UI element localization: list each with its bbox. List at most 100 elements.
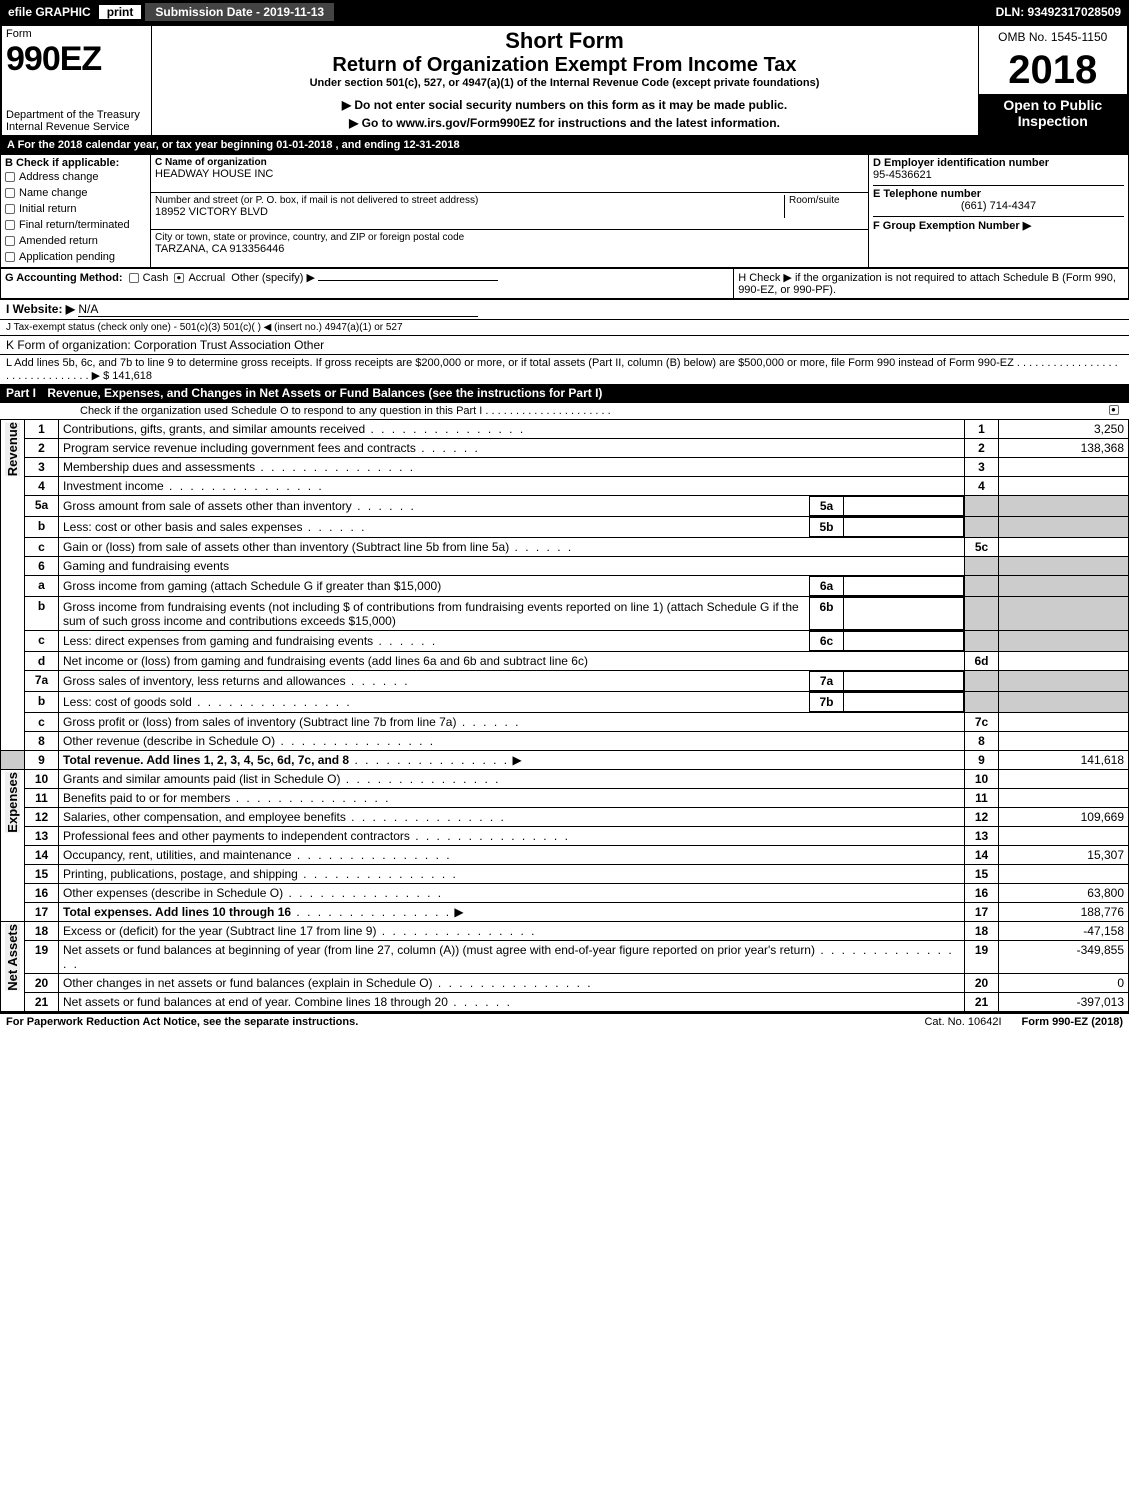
line-6b-desc: Gross income from fundraising events (no… — [63, 600, 799, 628]
line-15-value — [999, 865, 1129, 884]
line-19-value: -349,855 — [999, 941, 1129, 974]
address-change-label: Address change — [19, 171, 99, 183]
line-21-desc: Net assets or fund balances at end of ye… — [63, 995, 448, 1009]
line-18-rnum: 18 — [965, 922, 999, 941]
line-5b-subval — [844, 518, 964, 537]
line-15-rnum: 15 — [965, 865, 999, 884]
line-7a-subval — [844, 672, 964, 691]
part-1-check-line: Check if the organization used Schedule … — [0, 402, 1129, 419]
line-7b-sublabel: 7b — [810, 693, 844, 712]
line-17-desc: Total expenses. Add lines 10 through 16 — [63, 905, 291, 919]
city-value: TARZANA, CA 913356446 — [155, 243, 864, 255]
line-11-value — [999, 789, 1129, 808]
efile-label: efile GRAPHIC — [0, 5, 99, 19]
line-10-rnum: 10 — [965, 770, 999, 789]
dln-label: DLN: 93492317028509 — [988, 5, 1129, 19]
ein-value: 95-4536621 — [873, 169, 1124, 181]
line-14-rnum: 14 — [965, 846, 999, 865]
address-change-checkbox[interactable] — [5, 172, 15, 182]
part-1-check-text: Check if the organization used Schedule … — [80, 405, 611, 417]
line-9-value: 141,618 — [999, 751, 1129, 770]
amended-return-checkbox[interactable] — [5, 236, 15, 246]
line-6d-desc: Net income or (loss) from gaming and fun… — [63, 654, 588, 668]
line-5b-desc: Less: cost or other basis and sales expe… — [63, 520, 302, 534]
other-specify-label: Other (specify) ▶ — [231, 272, 315, 284]
department-label: Department of the Treasury — [6, 109, 147, 121]
line-6b-sublabel: 6b — [810, 598, 844, 630]
line-18-value: -47,158 — [999, 922, 1129, 941]
revenue-section-label: Revenue — [5, 422, 20, 476]
d-ein-label: D Employer identification number — [873, 157, 1124, 169]
part-1-header: Part I Revenue, Expenses, and Changes in… — [0, 384, 1129, 402]
line-1-rnum: 1 — [965, 420, 999, 439]
line-6c-desc: Less: direct expenses from gaming and fu… — [63, 634, 373, 648]
line-6a-desc: Gross income from gaming (attach Schedul… — [63, 579, 441, 593]
line-14-value: 15,307 — [999, 846, 1129, 865]
line-1-num: 1 — [25, 420, 59, 439]
entity-info-grid: B Check if applicable: Address change Na… — [0, 154, 1129, 268]
line-7a-desc: Gross sales of inventory, less returns a… — [63, 674, 346, 688]
street-label: Number and street (or P. O. box, if mail… — [155, 195, 784, 206]
omb-number: OMB No. 1545-1150 — [979, 26, 1128, 48]
print-button[interactable]: print — [99, 5, 142, 19]
h-schedule-b-text: H Check ▶ if the organization is not req… — [738, 272, 1116, 296]
name-change-checkbox[interactable] — [5, 188, 15, 198]
line-6-desc: Gaming and fundraising events — [59, 557, 965, 576]
part-1-title: Revenue, Expenses, and Changes in Net As… — [47, 386, 602, 400]
line-10-desc: Grants and similar amounts paid (list in… — [63, 772, 340, 786]
l-gross-receipts-line: L Add lines 5b, 6c, and 7b to line 9 to … — [0, 354, 1129, 384]
line-16-rnum: 16 — [965, 884, 999, 903]
line-6a-sublabel: 6a — [810, 577, 844, 596]
line-6b-subval — [844, 598, 964, 630]
footer-paperwork-notice: For Paperwork Reduction Act Notice, see … — [6, 1016, 904, 1028]
line-13-rnum: 13 — [965, 827, 999, 846]
period-line: A For the 2018 calendar year, or tax yea… — [0, 137, 1129, 154]
main-title: Return of Organization Exempt From Incom… — [156, 54, 974, 77]
final-return-checkbox[interactable] — [5, 220, 15, 230]
f-group-exemption-label: F Group Exemption Number ▶ — [873, 216, 1124, 232]
line-6a-subval — [844, 577, 964, 596]
line-20-value: 0 — [999, 974, 1129, 993]
line-6d-rnum: 6d — [965, 652, 999, 671]
line-10-value — [999, 770, 1129, 789]
line-15-desc: Printing, publications, postage, and shi… — [63, 867, 298, 881]
line-13-desc: Professional fees and other payments to … — [63, 829, 410, 843]
line-5c-rnum: 5c — [965, 538, 999, 557]
other-specify-input[interactable] — [318, 280, 498, 281]
line-21-value: -397,013 — [999, 993, 1129, 1012]
g-accounting-label: G Accounting Method: — [5, 272, 123, 284]
line-6d-value — [999, 652, 1129, 671]
footer-form-ref: Form 990-EZ (2018) — [1022, 1016, 1123, 1028]
schedule-o-checkbox[interactable] — [1109, 405, 1119, 415]
line-11-desc: Benefits paid to or for members — [63, 791, 230, 805]
i-website-label: I Website: ▶ — [6, 302, 75, 316]
line-7b-desc: Less: cost of goods sold — [63, 695, 192, 709]
city-label: City or town, state or province, country… — [155, 232, 864, 243]
line-16-desc: Other expenses (describe in Schedule O) — [63, 886, 283, 900]
cash-label: Cash — [143, 272, 169, 284]
g-h-block: G Accounting Method: Cash Accrual Other … — [0, 268, 1129, 299]
line-14-desc: Occupancy, rent, utilities, and maintena… — [63, 848, 292, 862]
part-1-lines-table: Revenue 1 Contributions, gifts, grants, … — [0, 419, 1129, 1012]
initial-return-checkbox[interactable] — [5, 204, 15, 214]
line-5c-desc: Gain or (loss) from sale of assets other… — [63, 540, 509, 554]
org-name: HEADWAY HOUSE INC — [155, 168, 864, 180]
line-3-desc: Membership dues and assessments — [63, 460, 255, 474]
initial-return-label: Initial return — [19, 203, 76, 215]
line-19-desc: Net assets or fund balances at beginning… — [63, 943, 815, 957]
part-1-label: Part I — [6, 386, 44, 400]
cash-checkbox[interactable] — [129, 273, 139, 283]
line-20-desc: Other changes in net assets or fund bala… — [63, 976, 433, 990]
line-1-desc: Contributions, gifts, grants, and simila… — [63, 422, 365, 436]
i-website-line: I Website: ▶ N/A — [0, 299, 1129, 319]
k-form-org-line: K Form of organization: Corporation Trus… — [0, 335, 1129, 354]
application-pending-checkbox[interactable] — [5, 252, 15, 262]
j-tax-exempt-line: J Tax-exempt status (check only one) - 5… — [0, 319, 1129, 335]
line-19-rnum: 19 — [965, 941, 999, 974]
line-12-value: 109,669 — [999, 808, 1129, 827]
line-4-value — [999, 477, 1129, 496]
expenses-section-label: Expenses — [5, 772, 20, 833]
submission-date: Submission Date - 2019-11-13 — [145, 3, 334, 21]
room-suite-label: Room/suite — [789, 195, 864, 206]
accrual-checkbox[interactable] — [174, 273, 184, 283]
